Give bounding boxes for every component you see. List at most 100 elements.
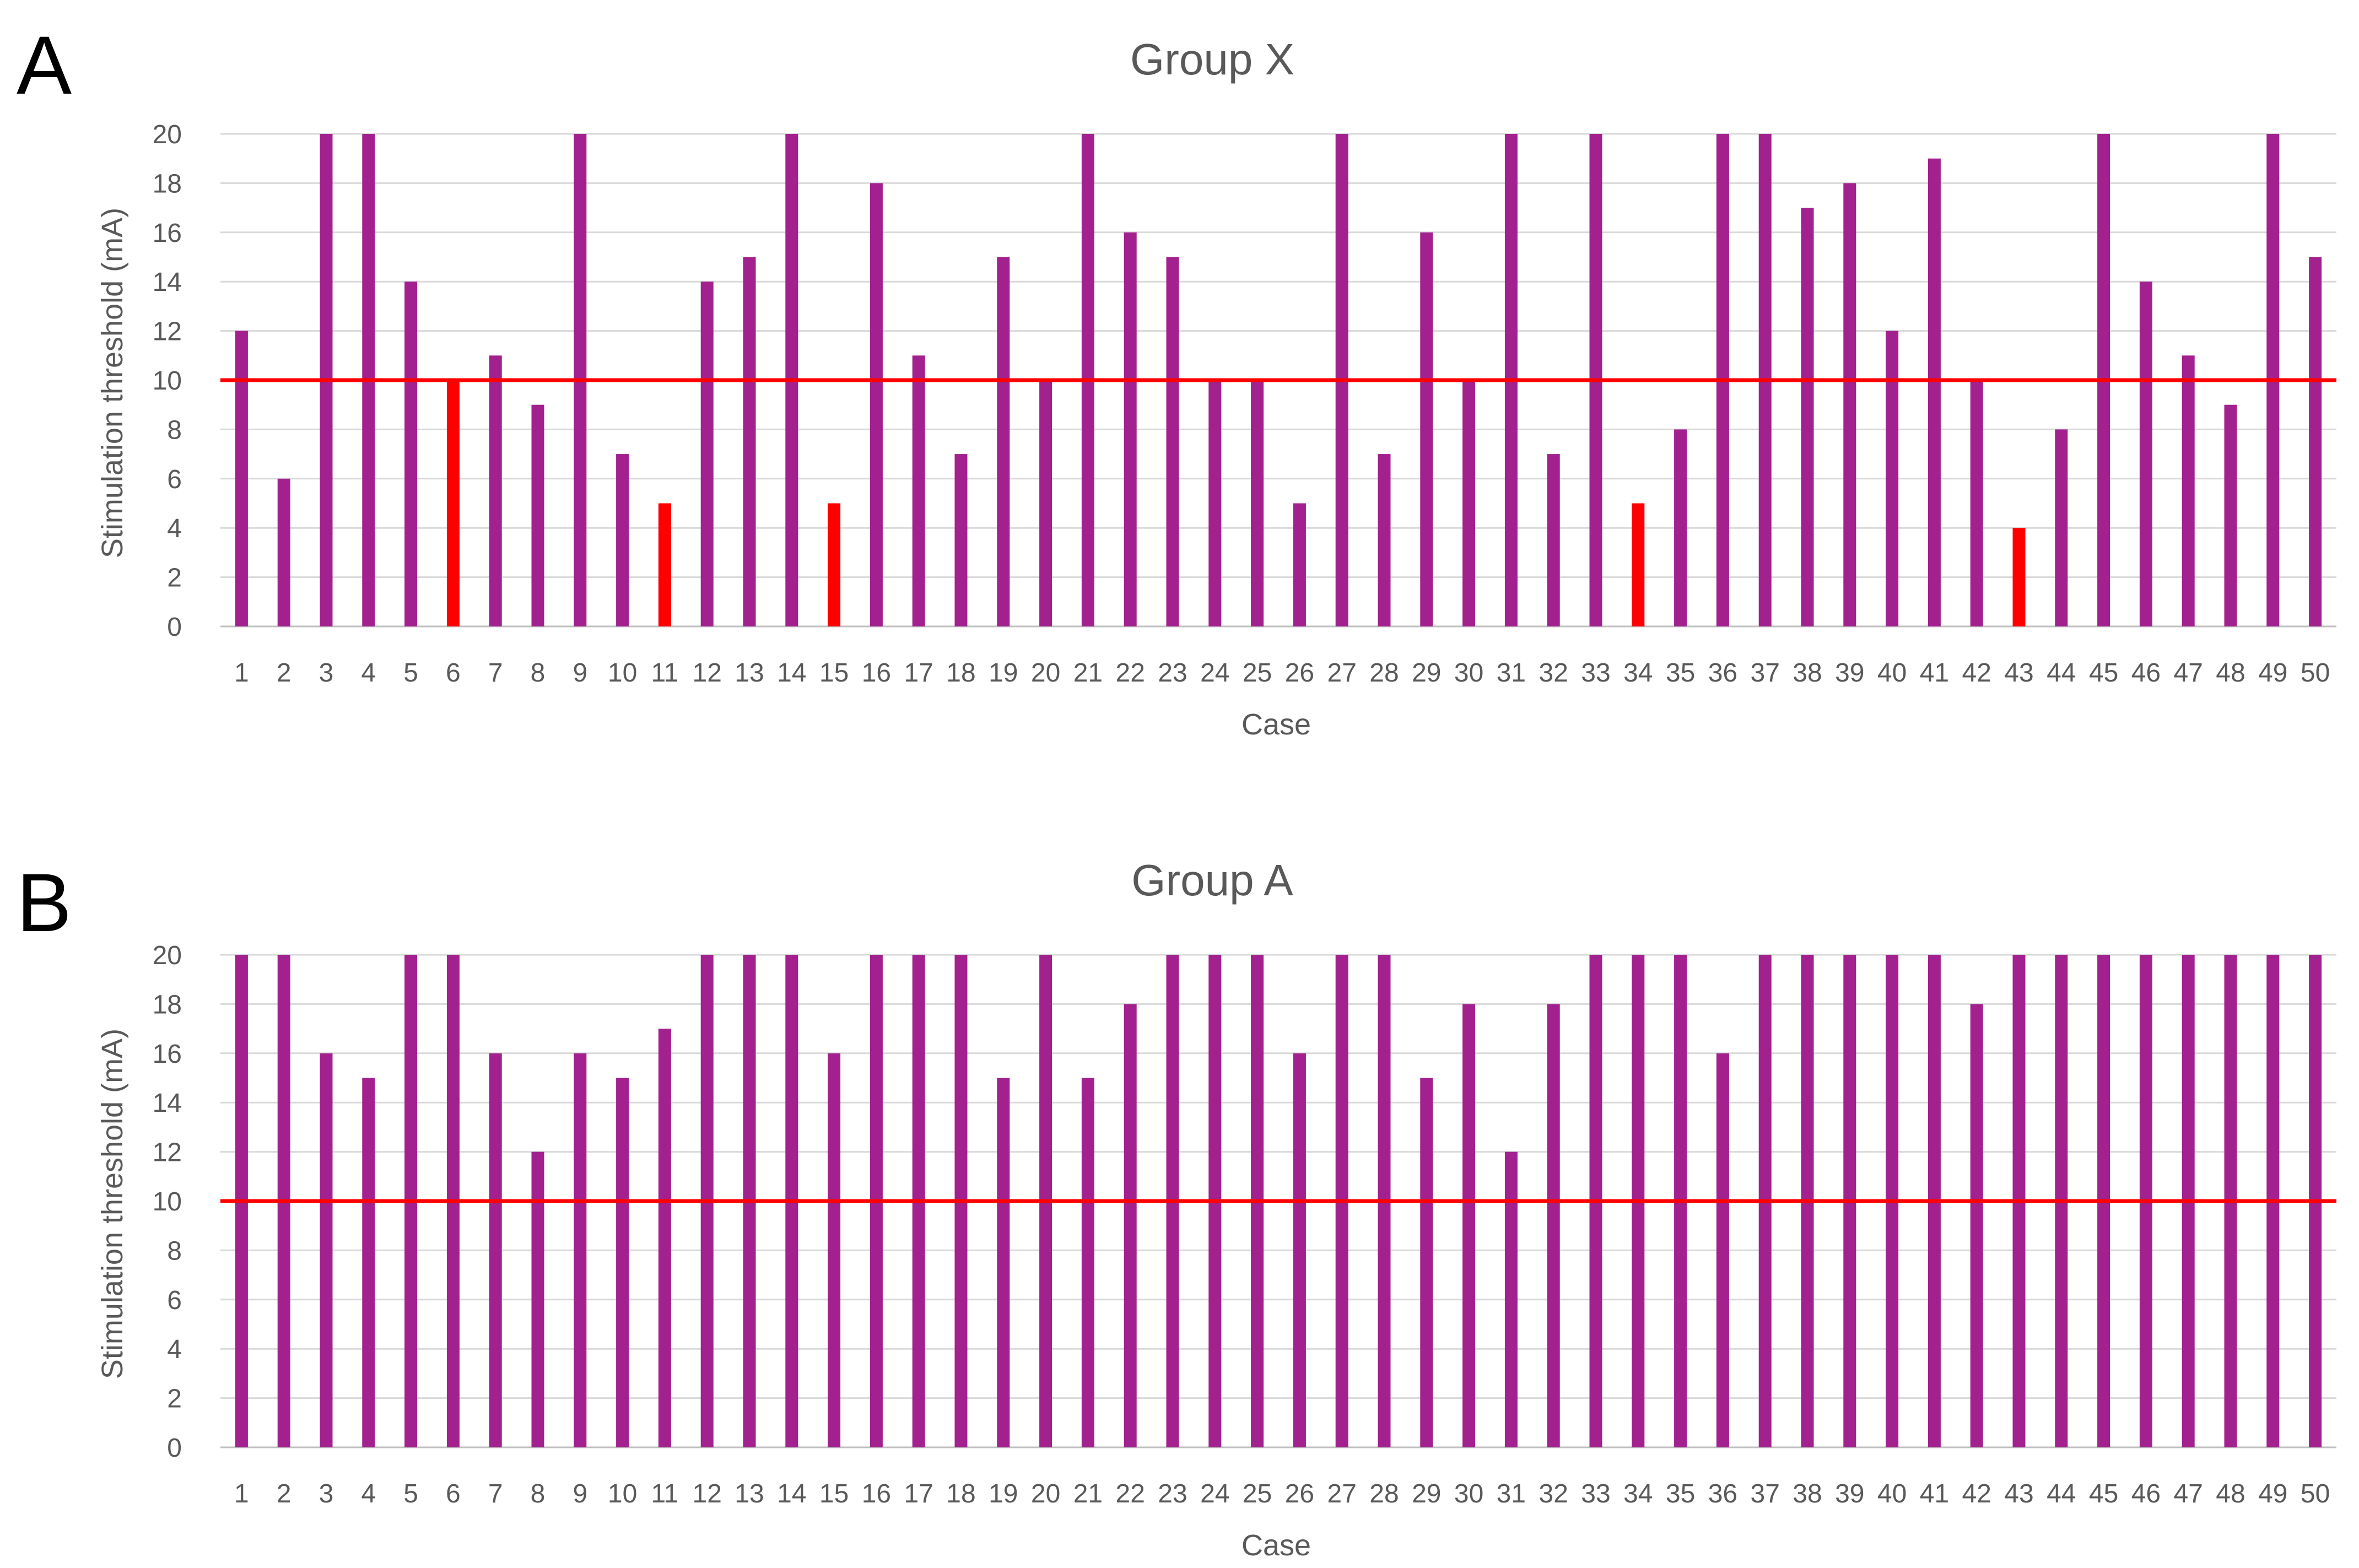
- x-tick-label-b-29: 29: [1412, 1479, 1441, 1508]
- x-tick-label-b-4: 4: [361, 1479, 376, 1508]
- x-tick-label-b-17: 17: [904, 1479, 933, 1508]
- x-tick-label-b-13: 13: [735, 1479, 764, 1508]
- bar-b-case-15: [828, 1053, 841, 1447]
- y-tick-label-a-4: 4: [167, 514, 182, 543]
- bar-a-case-5: [404, 282, 418, 626]
- bar-a-case-48: [2224, 404, 2237, 626]
- x-tick-label-b-14: 14: [777, 1479, 806, 1508]
- x-tick-label-a-1: 1: [234, 658, 249, 688]
- x-tick-label-a-13: 13: [735, 658, 764, 688]
- x-axis-label-a: Case: [1241, 708, 1311, 741]
- x-tick-labels-a: 1 2 3 4 5 6 7 8 9 10 11 12 13 14 15 16 17 18 19 20 21 22 23 24 2…: [234, 658, 2330, 688]
- x-tick-label-b-19: 19: [989, 1479, 1018, 1508]
- bar-a-case-46: [2139, 282, 2152, 626]
- bar-a-case-11: [658, 503, 671, 626]
- x-tick-label-a-45: 45: [2089, 658, 2118, 688]
- y-tick-label-b-20: 20: [153, 941, 182, 970]
- bar-a-case-28: [1378, 454, 1391, 626]
- x-tick-label-a-22: 22: [1116, 658, 1145, 688]
- x-tick-label-a-44: 44: [2047, 658, 2076, 688]
- bar-a-case-41: [1928, 158, 1941, 626]
- x-tick-label-a-42: 42: [1962, 658, 1991, 688]
- bar-b-case-29: [1420, 1078, 1433, 1447]
- bar-b-case-36: [1716, 1053, 1729, 1447]
- x-tick-label-a-14: 14: [777, 658, 806, 688]
- bar-a-case-10: [616, 454, 629, 626]
- x-tick-label-b-24: 24: [1200, 1479, 1229, 1508]
- x-tick-label-a-11: 11: [651, 658, 678, 688]
- x-tick-label-a-17: 17: [904, 658, 933, 688]
- x-tick-label-b-37: 37: [1751, 1479, 1780, 1508]
- x-tick-label-a-10: 10: [608, 658, 637, 688]
- bar-a-case-39: [1843, 183, 1856, 626]
- bar-a-case-44: [2055, 429, 2068, 626]
- bar-a-case-25: [1251, 380, 1264, 626]
- bar-a-case-35: [1674, 429, 1687, 626]
- x-tick-label-b-34: 34: [1623, 1479, 1653, 1508]
- chart-title-b: Group A: [1131, 856, 1293, 905]
- x-tick-label-b-10: 10: [608, 1479, 637, 1508]
- bar-b-case-42: [1970, 1004, 1983, 1447]
- bar-b-case-21: [1081, 1078, 1094, 1447]
- x-tick-label-b-26: 26: [1285, 1479, 1314, 1508]
- y-tick-label-a-2: 2: [167, 564, 182, 593]
- bar-a-case-17: [912, 355, 925, 626]
- y-tick-label-b-14: 14: [153, 1089, 182, 1118]
- bars-b: [235, 955, 2322, 1447]
- y-axis-label-a: Stimulation threshold (mA): [96, 208, 129, 558]
- x-tick-label-a-36: 36: [1708, 658, 1737, 688]
- bar-a-case-12: [700, 282, 714, 626]
- bar-a-case-23: [1166, 257, 1179, 626]
- x-tick-label-a-29: 29: [1412, 658, 1441, 688]
- bar-b-case-32: [1547, 1004, 1560, 1447]
- bar-a-case-50: [2309, 257, 2322, 626]
- y-tick-label-b-16: 16: [153, 1040, 182, 1069]
- x-tick-label-a-15: 15: [819, 658, 849, 688]
- x-tick-label-b-22: 22: [1116, 1479, 1145, 1508]
- x-tick-label-b-27: 27: [1327, 1479, 1357, 1508]
- x-tick-label-b-50: 50: [2301, 1479, 2330, 1508]
- y-tick-label-a-6: 6: [167, 465, 182, 494]
- bar-a-case-7: [489, 355, 502, 626]
- y-tick-label-b-0: 0: [167, 1434, 182, 1463]
- bar-b-case-11: [658, 1029, 671, 1447]
- bar-b-case-26: [1293, 1053, 1306, 1447]
- x-tick-label-a-25: 25: [1243, 658, 1272, 688]
- x-tick-label-b-18: 18: [946, 1479, 975, 1508]
- x-tick-label-b-16: 16: [862, 1479, 891, 1508]
- bar-a-case-32: [1547, 454, 1560, 626]
- x-tick-label-a-20: 20: [1031, 658, 1060, 688]
- x-tick-label-b-40: 40: [1877, 1479, 1907, 1508]
- y-tick-labels-b: 0 2 4 6 8 10 12 14 16 18 20: [153, 941, 182, 1463]
- x-tick-label-b-9: 9: [573, 1479, 587, 1508]
- y-tick-label-b-2: 2: [167, 1385, 182, 1414]
- bar-a-case-8: [531, 404, 544, 626]
- x-tick-label-b-45: 45: [2089, 1479, 2118, 1508]
- bar-a-case-47: [2182, 355, 2195, 626]
- bar-a-case-15: [828, 503, 841, 626]
- x-tick-label-a-30: 30: [1454, 658, 1483, 688]
- x-tick-label-b-8: 8: [531, 1479, 546, 1508]
- y-tick-label-a-8: 8: [167, 415, 182, 445]
- bar-a-case-38: [1801, 208, 1814, 627]
- bar-a-case-20: [1039, 380, 1052, 626]
- x-tick-label-a-24: 24: [1200, 658, 1229, 688]
- x-axis-label-b: Case: [1241, 1529, 1311, 1562]
- bar-a-case-34: [1632, 503, 1645, 626]
- x-tick-label-a-32: 32: [1539, 658, 1568, 688]
- x-tick-label-a-21: 21: [1073, 658, 1103, 688]
- x-tick-label-a-7: 7: [488, 658, 503, 688]
- y-tick-label-b-10: 10: [153, 1187, 182, 1216]
- x-tick-label-b-20: 20: [1031, 1479, 1060, 1508]
- bar-b-case-10: [616, 1078, 629, 1447]
- x-tick-label-b-39: 39: [1835, 1479, 1864, 1508]
- bar-a-case-6: [446, 380, 460, 626]
- x-tick-label-a-2: 2: [277, 658, 291, 688]
- bar-b-case-22: [1124, 1004, 1137, 1447]
- x-tick-label-a-5: 5: [403, 658, 418, 688]
- x-tick-label-a-31: 31: [1497, 658, 1526, 688]
- bar-a-case-24: [1208, 380, 1222, 626]
- x-tick-label-b-36: 36: [1708, 1479, 1737, 1508]
